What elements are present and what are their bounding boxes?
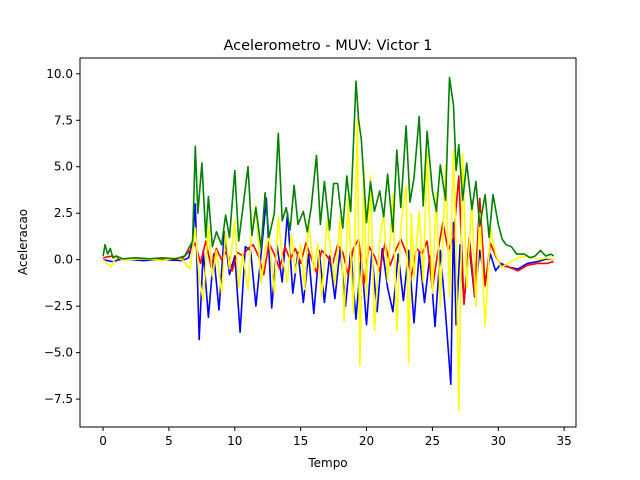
- y-tick-label: −7.5: [44, 392, 73, 406]
- y-tick-label: 10.0: [46, 67, 73, 81]
- x-tick-label: 0: [99, 434, 107, 448]
- y-tick-label: 2.5: [54, 206, 73, 220]
- plot-area: [102, 76, 555, 412]
- x-tick-label: 15: [293, 434, 308, 448]
- series-line-3: [102, 119, 554, 412]
- axes-frame: [79, 57, 577, 428]
- y-tick-label: −2.5: [44, 299, 73, 313]
- chart-title: Acelerometro - MUV: Victor 1: [223, 38, 432, 54]
- y-tick-label: −5.0: [44, 346, 73, 360]
- series-line-4: [102, 76, 555, 260]
- x-tick-label: 35: [557, 434, 572, 448]
- x-tick-label: 25: [425, 434, 440, 448]
- x-tick-label: 5: [165, 434, 173, 448]
- x-axis: 0 5 10 15 20 25 30 35: [99, 427, 572, 448]
- y-tick-label: 7.5: [54, 113, 73, 127]
- x-tick-label: 10: [227, 434, 242, 448]
- y-axis: −7.5 −5.0 −2.5 0.0 2.5 5.0 7.5 10.0: [44, 67, 80, 406]
- y-axis-label: Aceleracao: [16, 209, 30, 275]
- x-axis-label: Tempo: [307, 456, 347, 470]
- y-tick-label: 0.0: [54, 253, 73, 267]
- x-tick-label: 30: [491, 434, 506, 448]
- y-tick-label: 5.0: [54, 160, 73, 174]
- x-tick-label: 20: [359, 434, 374, 448]
